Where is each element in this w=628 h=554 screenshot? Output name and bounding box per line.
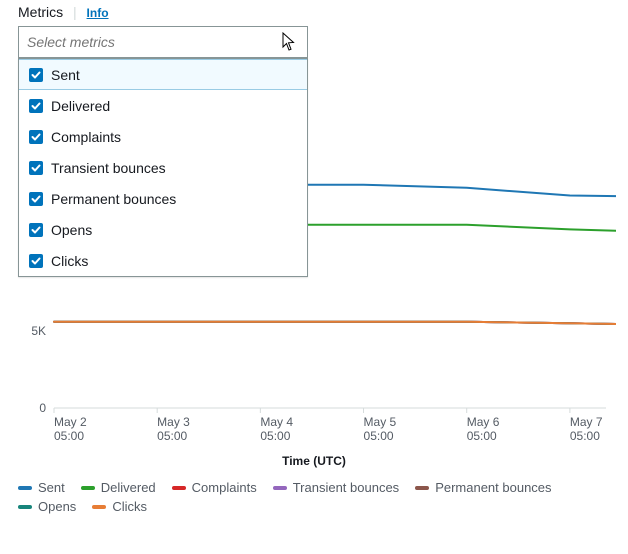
legend-item[interactable]: Delivered [81,480,156,495]
metrics-option[interactable]: Clicks [19,245,307,276]
svg-text:05:00: 05:00 [260,429,290,443]
legend-swatch [273,486,287,490]
metrics-option[interactable]: Permanent bounces [19,183,307,214]
legend-swatch [81,486,95,490]
svg-text:0: 0 [39,401,46,415]
legend-item[interactable]: Opens [18,499,76,514]
metrics-dropdown: Sent Delivered Complaints Transient bounces… [18,58,308,277]
legend-swatch [18,505,32,509]
metrics-option-label: Opens [51,222,92,238]
svg-text:5K: 5K [31,324,46,338]
svg-text:May 5: May 5 [364,415,397,429]
metrics-option-label: Delivered [51,98,110,114]
legend-label: Delivered [101,480,156,495]
svg-text:05:00: 05:00 [467,429,497,443]
legend-label: Sent [38,480,65,495]
legend-label: Complaints [192,480,257,495]
metrics-option[interactable]: Delivered [19,90,307,121]
x-axis-title: Time (UTC) [0,454,628,468]
header-separator: | [73,4,77,20]
metrics-option[interactable]: Transient bounces [19,152,307,183]
checkbox-icon [29,99,43,113]
metrics-option[interactable]: Complaints [19,121,307,152]
checkbox-icon [29,68,43,82]
legend-label: Permanent bounces [435,480,551,495]
chart-legend: Sent Delivered Complaints Transient bounces… [18,480,616,518]
metrics-select-input[interactable] [18,26,308,58]
svg-text:May 4: May 4 [260,415,293,429]
metrics-option-label: Transient bounces [51,160,166,176]
metrics-option-label: Sent [51,67,80,83]
info-link[interactable]: Info [87,6,109,20]
metrics-option-label: Permanent bounces [51,191,176,207]
metrics-option-label: Complaints [51,129,121,145]
legend-swatch [92,505,106,509]
legend-swatch [172,486,186,490]
checkbox-icon [29,192,43,206]
metrics-multiselect[interactable]: SentDeliveredComplaintsTransient bounces… [18,26,308,58]
svg-text:05:00: 05:00 [570,429,600,443]
legend-swatch [18,486,32,490]
legend-label: Clicks [112,499,147,514]
legend-label: Transient bounces [293,480,399,495]
legend-item[interactable]: Complaints [172,480,257,495]
metrics-option-label: Clicks [51,253,88,269]
legend-label: Opens [38,499,76,514]
legend-swatch [415,486,429,490]
svg-text:May 6: May 6 [467,415,500,429]
legend-item[interactable]: Clicks [92,499,147,514]
svg-text:May 7: May 7 [570,415,603,429]
metrics-option[interactable]: Sent [19,59,307,90]
page-title: Metrics [18,4,63,20]
checkbox-icon [29,130,43,144]
metrics-option[interactable]: Opens [19,214,307,245]
legend-item[interactable]: Permanent bounces [415,480,551,495]
svg-text:May 2: May 2 [54,415,87,429]
legend-item[interactable]: Sent [18,480,65,495]
svg-text:05:00: 05:00 [364,429,394,443]
legend-item[interactable]: Transient bounces [273,480,399,495]
metrics-header: Metrics | Info [0,0,628,26]
checkbox-icon [29,161,43,175]
svg-text:May 3: May 3 [157,415,190,429]
svg-text:05:00: 05:00 [54,429,84,443]
checkbox-icon [29,223,43,237]
svg-text:05:00: 05:00 [157,429,187,443]
checkbox-icon [29,254,43,268]
